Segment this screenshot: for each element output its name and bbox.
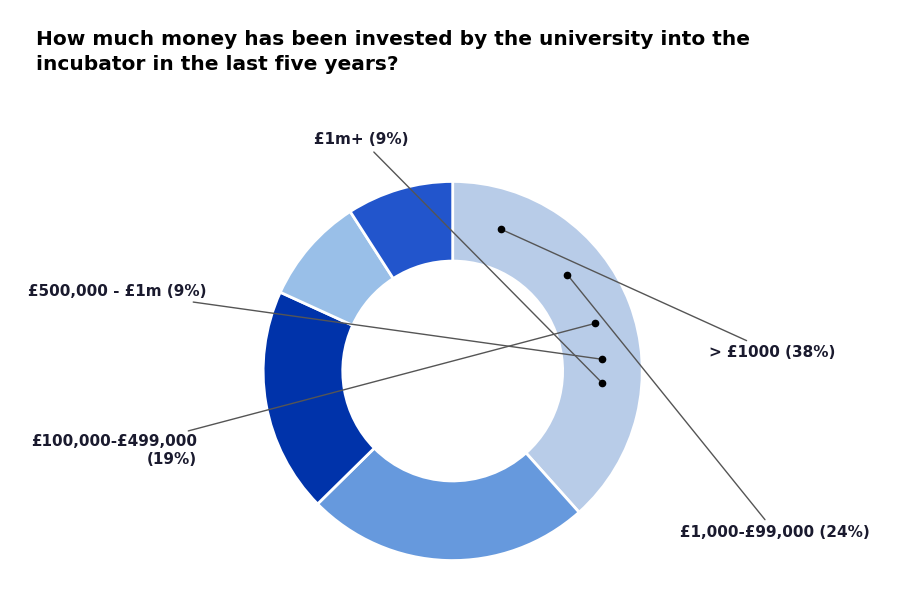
Text: £500,000 - £1m (9%): £500,000 - £1m (9%): [28, 284, 600, 359]
Wedge shape: [453, 182, 642, 512]
Wedge shape: [263, 292, 375, 504]
Text: £1,000-£99,000 (24%): £1,000-£99,000 (24%): [569, 277, 870, 540]
Text: £100,000-£499,000
(19%): £100,000-£499,000 (19%): [31, 324, 592, 467]
Wedge shape: [350, 182, 453, 278]
Text: £1m+ (9%): £1m+ (9%): [315, 132, 600, 381]
Text: How much money has been invested by the university into the
incubator in the las: How much money has been invested by the …: [36, 30, 750, 74]
Wedge shape: [280, 212, 394, 325]
Wedge shape: [317, 448, 579, 561]
Text: > £1000 (38%): > £1000 (38%): [504, 231, 835, 359]
